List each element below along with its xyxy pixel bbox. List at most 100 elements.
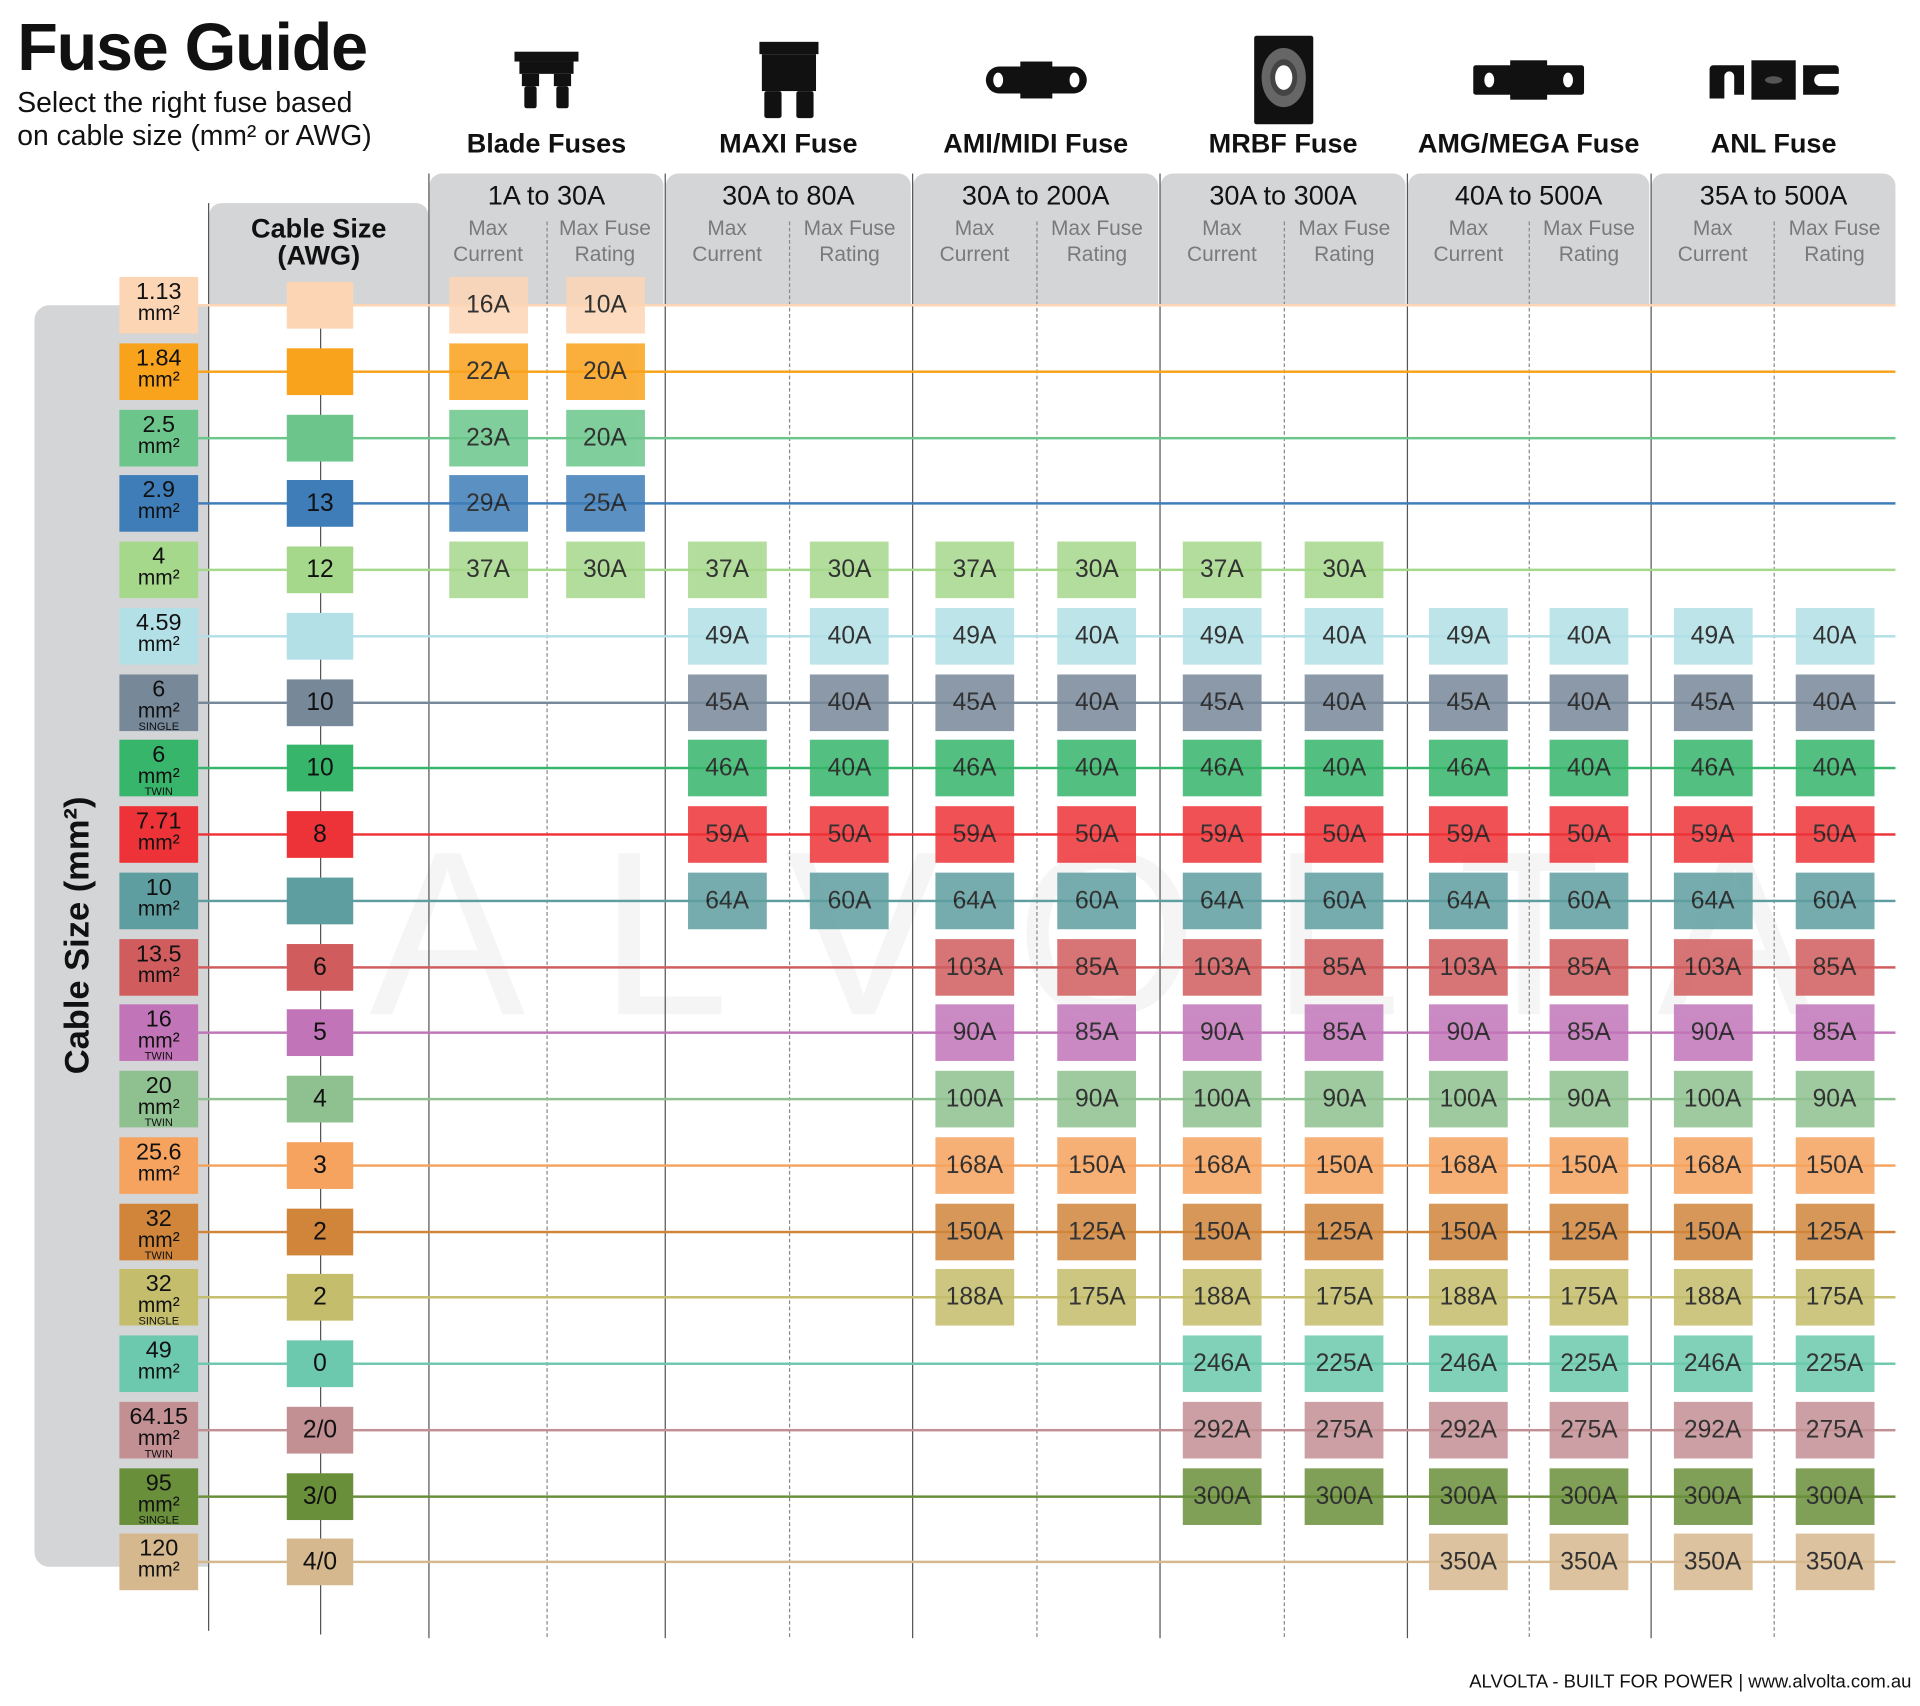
fuse-rating-cell: 40A (1057, 740, 1137, 797)
max-current-cell: 90A (935, 1004, 1014, 1062)
row-line (198, 436, 1896, 439)
max-current-cell: 37A (935, 541, 1014, 599)
max-current-header: Max Current (430, 215, 547, 267)
max-current-cell: 64A (1428, 872, 1508, 929)
row-line (198, 700, 1896, 704)
mm-value: 13.5 (136, 940, 182, 967)
fuse-rating-cell: 225A (1304, 1335, 1384, 1393)
max-current-cell: 103A (935, 938, 1014, 996)
fuse-rating-cell: 40A (810, 607, 889, 665)
mrbf-fuse-icon (1161, 35, 1406, 125)
max-current-cell: 150A (1428, 1203, 1508, 1260)
max-fuse-rating-header: Max Fuse Rating (1283, 215, 1405, 267)
column-divider (912, 173, 914, 1639)
awg-label (286, 612, 354, 660)
row-line (198, 899, 1896, 902)
max-current-cell: 46A (935, 740, 1014, 797)
max-current-cell: 59A (1428, 806, 1508, 863)
cable-mm-label: 2.5 mm² (119, 409, 199, 466)
fuse-rating-cell: 150A (1549, 1136, 1629, 1194)
row-line (198, 1494, 1896, 1498)
max-current-cell: 16A (448, 276, 528, 334)
max-current-cell: 246A (1182, 1335, 1262, 1393)
max-current-cell: 45A (687, 673, 767, 731)
awg-label: 2 (286, 1274, 354, 1321)
mm-value: 6 (152, 676, 166, 703)
max-current-cell: 292A (1673, 1401, 1753, 1459)
max-current-header: Max Current (1161, 215, 1283, 267)
row-line (198, 1560, 1896, 1564)
subtitle-line: on cable size (mm² or AWG) (17, 119, 372, 152)
fuse-rating-cell: 125A (1795, 1203, 1874, 1260)
fuse-rating-cell: 40A (1795, 673, 1874, 731)
header-text: Max Fuse (1298, 216, 1391, 241)
max-current-cell: 350A (1428, 1533, 1508, 1591)
fuse-rating-cell: 40A (1549, 740, 1629, 797)
fuse-rating-cell: 50A (810, 806, 889, 863)
cable-mm-label: 25.6 mm² (119, 1136, 199, 1194)
fuse-rating-cell: 275A (1304, 1401, 1384, 1459)
fuse-group-name: AMG/MEGA Fuse (1417, 128, 1640, 159)
fuse-rating-cell: 175A (1549, 1269, 1629, 1326)
mm-unit: mm² (137, 1161, 180, 1185)
max-current-cell: 46A (687, 740, 767, 797)
row-line (198, 1428, 1896, 1432)
cable-mm-label: 4.59 mm² (119, 607, 199, 665)
max-current-cell: 150A (1673, 1203, 1753, 1260)
cable-size-axis-label: Cable Size (mm²) (57, 796, 97, 1075)
max-current-cell: 64A (935, 872, 1014, 929)
row-line (198, 1164, 1896, 1167)
awg-label (286, 281, 354, 329)
mm-value: 32 (145, 1205, 172, 1232)
max-current-cell: 49A (687, 607, 767, 665)
max-current-cell: 64A (687, 872, 767, 929)
fuse-rating-cell: 85A (1549, 938, 1629, 996)
max-current-cell: 300A (1182, 1467, 1262, 1525)
subcolumn-divider (1283, 221, 1285, 1637)
awg-label: 12 (286, 546, 354, 594)
fuse-group-name: Blade Fuses (466, 128, 627, 159)
column-divider (428, 173, 430, 1639)
header-text: Current (453, 242, 523, 266)
mega-fuse-icon (1408, 39, 1649, 120)
header-text: Rating (1804, 242, 1865, 266)
fuse-range: 1A to 30A (487, 179, 606, 211)
max-current-cell: 45A (935, 673, 1014, 731)
column-divider (1406, 173, 1409, 1639)
max-current-cell: 64A (1673, 872, 1753, 929)
fuse-rating-cell: 225A (1549, 1335, 1629, 1393)
fuse-rating-cell: 40A (810, 740, 889, 797)
fuse-rating-cell: 125A (1304, 1203, 1384, 1260)
row-line (198, 1362, 1896, 1365)
max-current-cell: 90A (1673, 1004, 1753, 1062)
cable-type-note: TWIN (144, 1116, 173, 1129)
cable-mm-label: 49 mm² (119, 1335, 199, 1393)
row-line (198, 568, 1896, 572)
max-current-cell: 188A (1673, 1269, 1753, 1326)
cable-mm-label: 10 mm² (119, 872, 199, 929)
fuse-rating-cell: 90A (1057, 1070, 1137, 1128)
fuse-rating-cell: 90A (1304, 1070, 1384, 1128)
max-current-cell: 100A (1182, 1070, 1262, 1128)
fuse-range: 35A to 500A (1699, 179, 1848, 211)
max-current-cell: 49A (1673, 607, 1753, 665)
maxi-fuse-icon (666, 39, 911, 120)
awg-label: 6 (286, 943, 354, 991)
mm-unit: mm² (137, 566, 180, 590)
max-current-cell: 59A (1673, 806, 1753, 863)
fuse-rating-cell: 40A (1795, 740, 1874, 797)
fuse-range: 30A to 200A (961, 179, 1110, 211)
max-current-cell: 46A (1673, 740, 1753, 797)
max-current-cell: 100A (1428, 1070, 1508, 1128)
mm-value: 20 (145, 1073, 172, 1100)
mm-unit: mm² (137, 1492, 180, 1516)
cable-type-note: TWIN (144, 1050, 173, 1063)
awg-header-line: (AWG) (277, 240, 361, 271)
cable-mm-label: 2.9 mm² (119, 475, 199, 533)
max-current-cell: 168A (935, 1136, 1014, 1194)
cable-type-note: TWIN (144, 1447, 173, 1460)
fuse-rating-cell: 40A (1304, 740, 1384, 797)
header-text: Max (468, 216, 508, 241)
subcolumn-divider (788, 221, 790, 1637)
